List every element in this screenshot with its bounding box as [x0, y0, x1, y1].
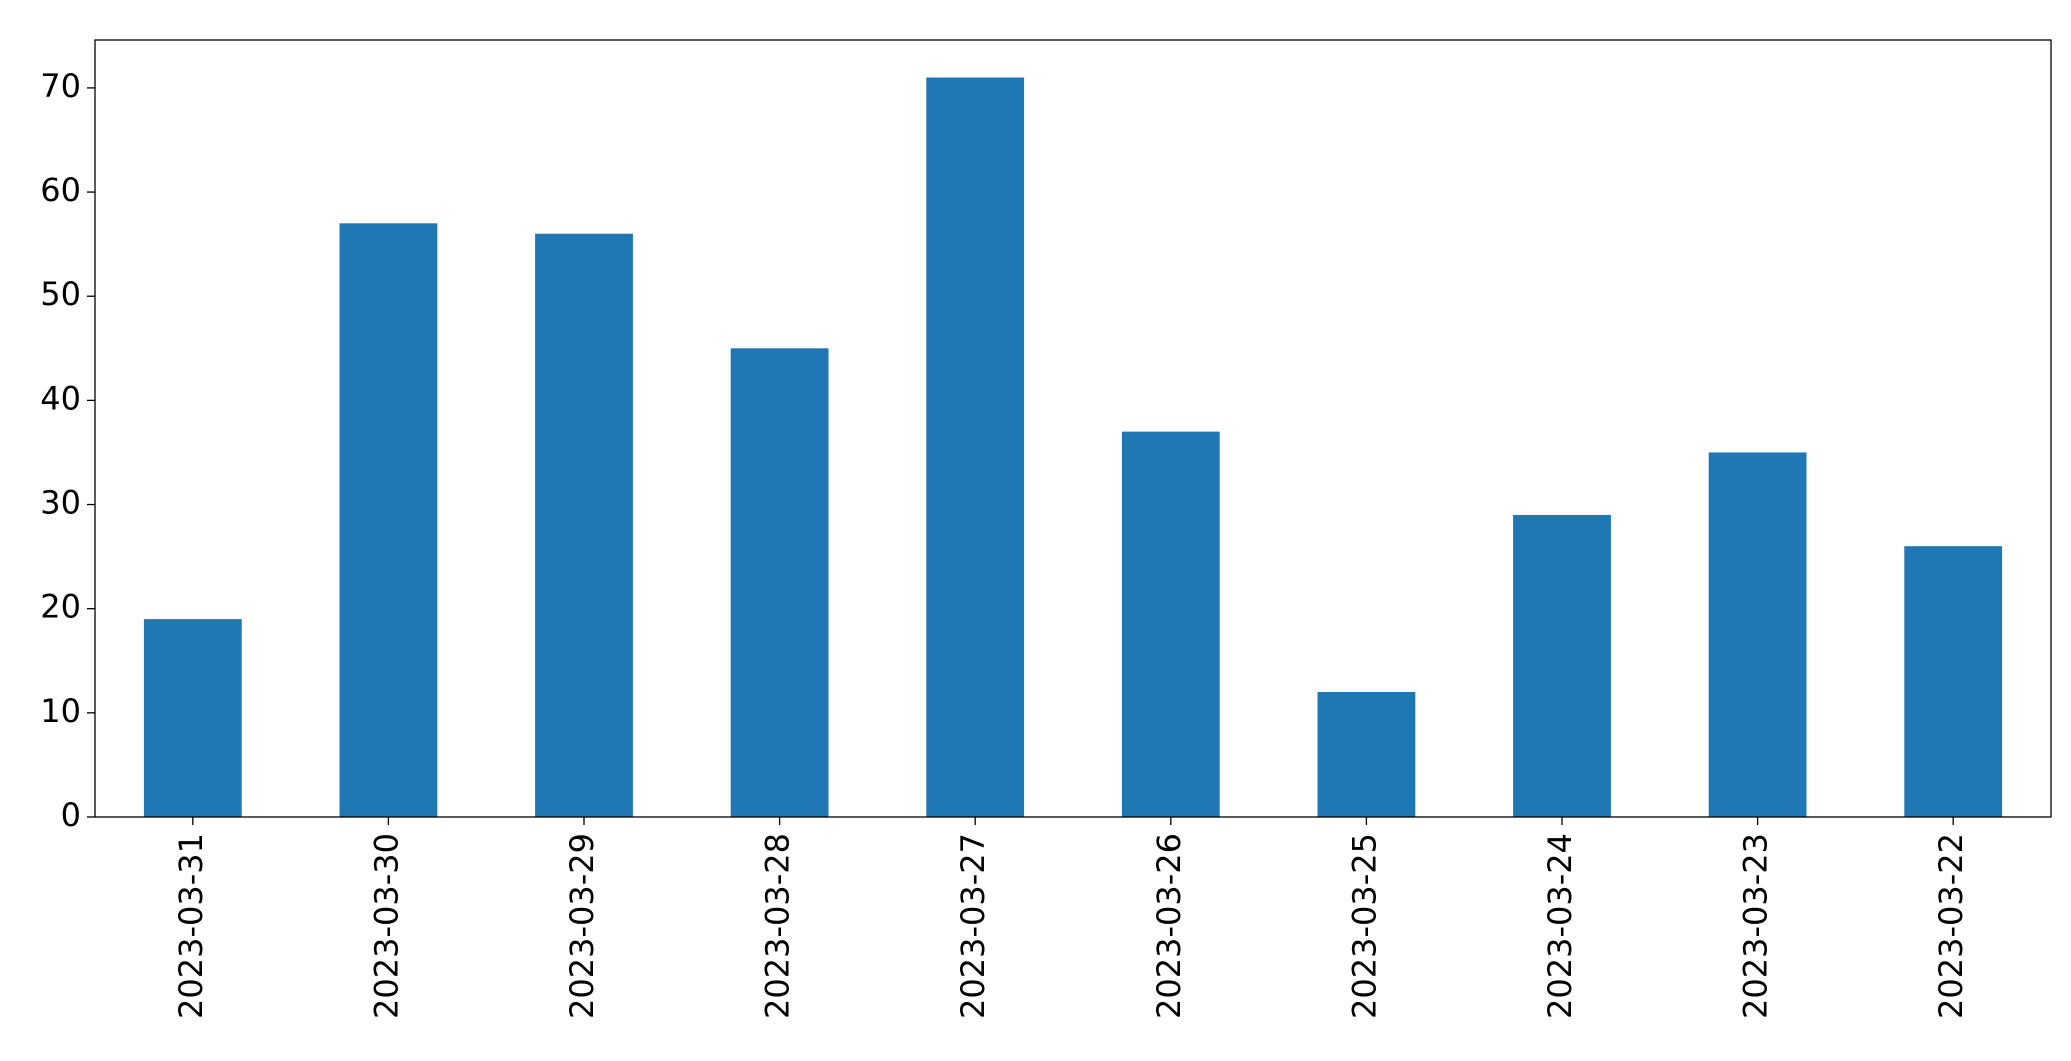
- bar: [535, 233, 633, 817]
- plot-frame: [94, 39, 2052, 818]
- x-tick-label: 2023-03-25: [1345, 833, 1383, 1019]
- x-tick-label: 2023-03-28: [759, 833, 797, 1019]
- x-tick-label: 2023-03-29: [563, 833, 601, 1019]
- bar: [1121, 431, 1220, 817]
- x-tick-label: 2023-03-27: [954, 833, 992, 1019]
- y-tick-label: 10: [40, 692, 81, 730]
- bar: [1513, 514, 1611, 817]
- y-tick-label: 30: [40, 484, 81, 522]
- bar: [339, 223, 438, 818]
- x-tick-label: 2023-03-22: [1932, 833, 1970, 1019]
- bar: [730, 348, 829, 817]
- y-tick-label: 40: [40, 379, 81, 417]
- x-tick-label: 2023-03-24: [1541, 833, 1579, 1019]
- x-tick-label: 2023-03-26: [1150, 833, 1188, 1019]
- bar: [1904, 546, 2003, 817]
- y-tick-label: 70: [40, 67, 81, 105]
- y-tick-label: 60: [40, 171, 81, 209]
- y-tick-label: 20: [40, 588, 81, 626]
- bar: [1317, 692, 1416, 817]
- bar: [143, 619, 242, 817]
- x-tick-label: 2023-03-23: [1737, 833, 1775, 1019]
- y-tick-label: 0: [61, 796, 81, 834]
- y-tick-label: 50: [40, 275, 81, 313]
- x-tick-label: 2023-03-30: [367, 833, 405, 1019]
- x-tick-label: 2023-03-31: [172, 833, 210, 1019]
- bar: [926, 77, 1025, 818]
- bar: [1708, 452, 1807, 817]
